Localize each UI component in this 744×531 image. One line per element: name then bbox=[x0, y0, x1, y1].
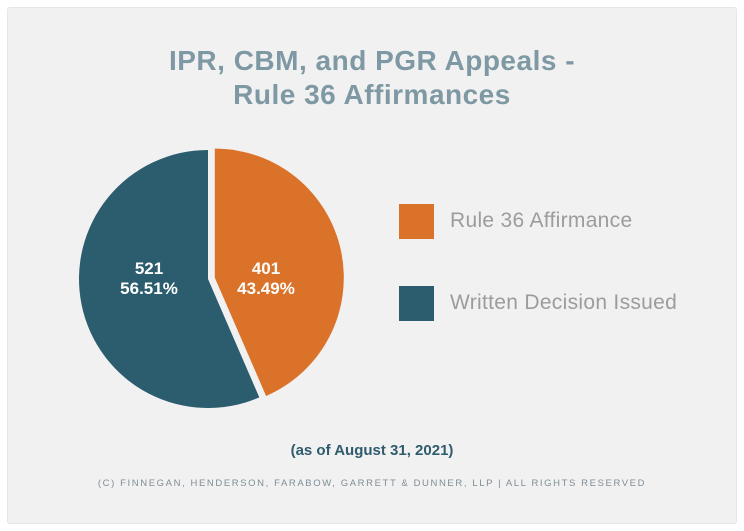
legend-swatch-written-decision bbox=[399, 285, 434, 321]
legend-swatch-rule36 bbox=[399, 203, 434, 239]
legend-item-rule36: Rule 36 Affirmance bbox=[399, 203, 632, 239]
chart-title: IPR, CBM, and PGR Appeals - Rule 36 Affi… bbox=[8, 44, 736, 112]
chart-title-line1: IPR, CBM, and PGR Appeals - bbox=[168, 45, 576, 76]
pie-label-written-decision-percent: 56.51% bbox=[120, 279, 178, 298]
copyright-line: (C) FINNEGAN, HENDERSON, FARABOW, GARRET… bbox=[97, 478, 647, 489]
pie-slice-written-decision bbox=[78, 150, 260, 409]
legend-label-rule36: Rule 36 Affirmance bbox=[450, 209, 633, 232]
pie-label-rule36-percent: 43.49% bbox=[237, 279, 295, 298]
as-of-date-note: (as of August 31, 2021) bbox=[290, 442, 454, 459]
chart-card: IPR, CBM, and PGR Appeals - Rule 36 Affi… bbox=[7, 7, 737, 524]
pie-chart bbox=[78, 148, 344, 409]
pie-label-written-decision: 521 56.51% bbox=[84, 259, 214, 299]
pie-label-rule36: 401 43.49% bbox=[201, 259, 331, 299]
legend-label-written-decision: Written Decision Issued bbox=[450, 291, 678, 314]
chart-title-line2: Rule 36 Affirmances bbox=[233, 79, 511, 110]
legend-item-written-decision: Written Decision Issued bbox=[399, 285, 677, 321]
pie-label-rule36-value: 401 bbox=[251, 259, 281, 278]
pie-label-written-decision-value: 521 bbox=[134, 259, 164, 278]
pie-slice-rule36 bbox=[214, 148, 344, 396]
